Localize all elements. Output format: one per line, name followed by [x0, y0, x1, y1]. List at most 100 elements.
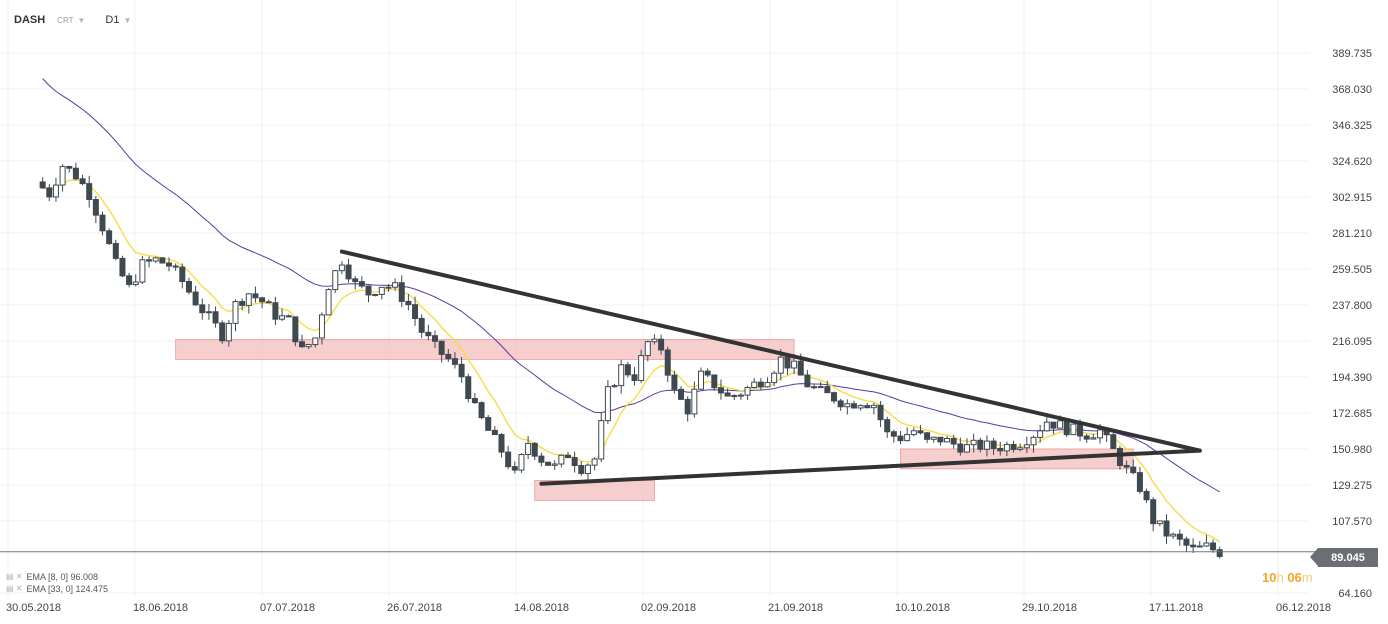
- candle: [152, 257, 159, 262]
- y-tick-label: 324.620: [1332, 156, 1372, 168]
- y-tick-label: 150.980: [1332, 444, 1372, 456]
- candle: [1097, 429, 1103, 439]
- candle: [338, 264, 345, 272]
- candle: [604, 386, 611, 422]
- last-price-badge: 89.045: [1310, 548, 1378, 567]
- candle: [744, 387, 751, 396]
- y-axis: 389.735 368.030 346.325 324.620 302.915 281.2…: [1332, 48, 1372, 600]
- candle: [910, 430, 917, 436]
- candle: [192, 291, 199, 306]
- candle: [764, 382, 771, 388]
- candle: [79, 178, 86, 185]
- candle: [631, 374, 638, 382]
- candle: [1176, 533, 1183, 540]
- candle: [684, 398, 691, 415]
- candle: [844, 403, 851, 408]
- candle: [312, 337, 319, 346]
- candle: [425, 331, 432, 337]
- timer-hours-unit: h: [1276, 570, 1284, 585]
- candle: [1203, 542, 1210, 547]
- candle: [944, 438, 951, 443]
- indicator-settings-icon[interactable]: ▤ ✕: [6, 572, 23, 581]
- candle: [618, 364, 625, 387]
- candle: [445, 353, 452, 360]
- candle: [797, 360, 804, 376]
- candle: [811, 386, 818, 389]
- candle: [751, 381, 758, 389]
- candle: [850, 403, 857, 409]
- candle: [451, 358, 458, 365]
- candle: [378, 286, 385, 295]
- candle: [1070, 423, 1077, 436]
- x-tick-label: 07.07.2018: [260, 602, 315, 614]
- x-tick-label: 10.10.2018: [895, 602, 950, 614]
- candle: [937, 436, 944, 443]
- candle: [471, 398, 478, 404]
- candle: [438, 340, 445, 355]
- legend-item: ▤ ✕ EMA [33, 0] 124.475: [6, 583, 108, 595]
- candle: [1156, 520, 1163, 525]
- candle: [485, 417, 492, 431]
- candle: [185, 281, 192, 293]
- chevron-down-icon[interactable]: ▼: [123, 15, 132, 25]
- candle: [358, 281, 365, 287]
- candle: [1163, 520, 1170, 537]
- candle: [1183, 538, 1190, 546]
- symbol-label[interactable]: DASH: [14, 14, 46, 26]
- candle: [737, 394, 744, 397]
- candle: [352, 278, 359, 283]
- candle: [66, 166, 73, 169]
- candle: [199, 304, 206, 314]
- candle: [950, 438, 957, 445]
- timer-minutes: 06: [1287, 570, 1302, 585]
- chevron-down-icon[interactable]: ▼: [77, 15, 86, 25]
- candle: [259, 297, 266, 303]
- candle: [1210, 542, 1217, 551]
- candle: [279, 315, 286, 320]
- timeframe-label[interactable]: D1: [105, 14, 120, 26]
- candle: [491, 429, 498, 436]
- candle: [1017, 447, 1024, 450]
- candle: [877, 404, 884, 421]
- candle: [166, 262, 172, 267]
- ema-fast: [42, 179, 1221, 543]
- indicator-legend: ▤ ✕ EMA [8, 0] 96.008 ▤ ✕ EMA [33, 0] 12…: [6, 571, 108, 595]
- candle: [824, 386, 831, 394]
- x-tick-label: 30.05.2018: [6, 602, 61, 614]
- y-tick-label: 368.030: [1332, 84, 1372, 96]
- candle: [59, 166, 66, 186]
- candle: [1050, 421, 1057, 429]
- candle: [525, 442, 532, 456]
- candle: [977, 439, 984, 450]
- candle: [624, 364, 631, 376]
- timer-hours: 10: [1262, 570, 1277, 585]
- candle: [92, 199, 99, 216]
- candle: [957, 443, 964, 453]
- candle: [1123, 464, 1130, 468]
- candle: [1150, 499, 1157, 525]
- candle: [831, 392, 837, 402]
- candle: [265, 301, 272, 304]
- candle: [412, 304, 419, 319]
- y-tick-label: 129.275: [1332, 480, 1372, 492]
- zones: [175, 339, 1134, 501]
- candle: [1136, 472, 1143, 492]
- candle: [1023, 444, 1030, 449]
- candle: [611, 385, 618, 388]
- candle: [591, 458, 598, 466]
- candle: [1083, 435, 1090, 440]
- candle: [39, 181, 46, 189]
- candle: [837, 400, 844, 408]
- y-tick-label: 64.160: [1338, 588, 1372, 600]
- indicator-settings-icon[interactable]: ▤ ✕: [6, 584, 23, 593]
- candle: [717, 387, 724, 394]
- candle: [644, 341, 651, 357]
- candle: [1116, 447, 1123, 466]
- x-axis: 30.05.2018 18.06.2018 07.07.2018 26.07.2018…: [6, 602, 1331, 614]
- candle: [1003, 443, 1010, 452]
- candle: [671, 374, 678, 390]
- candle: [638, 355, 645, 382]
- ema-fast-line: [42, 179, 1221, 543]
- x-tick-label: 02.09.2018: [641, 602, 696, 614]
